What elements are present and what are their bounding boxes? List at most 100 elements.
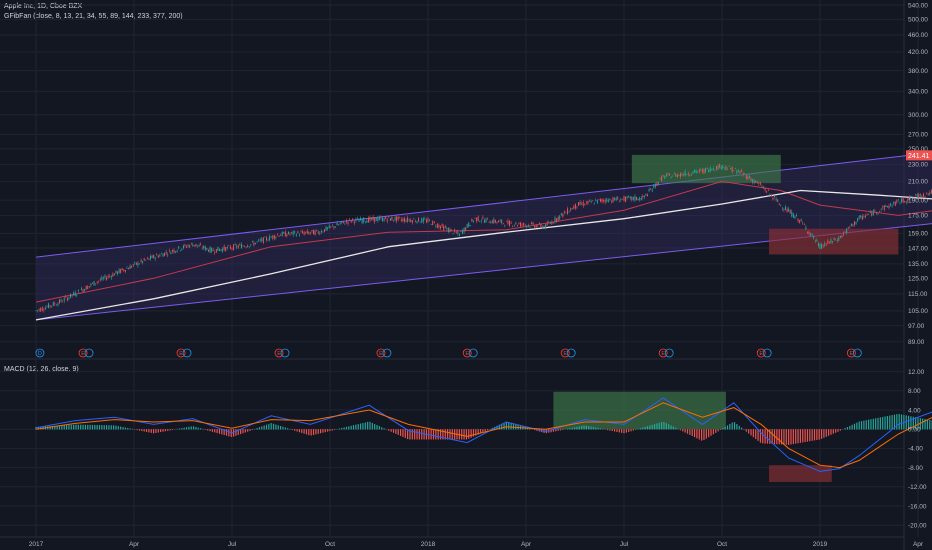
- candle-body: [697, 171, 699, 173]
- candle-body: [239, 244, 241, 245]
- histogram-bar: [87, 424, 89, 430]
- candle-body: [816, 239, 818, 242]
- histogram-bar: [282, 426, 284, 430]
- candle-body: [565, 212, 567, 214]
- candle-body: [706, 168, 708, 169]
- histogram-bar: [571, 427, 573, 430]
- candle-body: [197, 245, 199, 247]
- earnings-event-marker[interactable]: E: [756, 348, 772, 358]
- candle-body: [361, 219, 363, 223]
- candle-body: [778, 203, 780, 205]
- histogram-bar: [131, 428, 134, 430]
- macd-pane[interactable]: [35, 369, 932, 519]
- histogram-bar: [668, 424, 670, 430]
- candle-body: [617, 197, 619, 200]
- histogram-bar: [672, 426, 674, 430]
- histogram-bar: [616, 429, 618, 432]
- candle-body: [110, 275, 112, 278]
- candle-body: [297, 231, 299, 233]
- candle-body: [788, 208, 790, 212]
- candle-body: [543, 226, 545, 228]
- histogram-bar: [451, 429, 453, 440]
- candle-body: [270, 237, 272, 238]
- histogram-bar: [270, 423, 272, 430]
- event-marker-ring: [462, 348, 472, 358]
- candle-body: [719, 164, 721, 168]
- candle-body: [720, 166, 722, 170]
- earnings-event-marker[interactable]: E: [846, 348, 862, 358]
- earnings-event-marker[interactable]: E: [462, 348, 478, 358]
- candle-body: [858, 216, 860, 219]
- candle-body: [662, 175, 664, 177]
- histogram-bar: [635, 429, 637, 430]
- histogram-bar: [566, 428, 569, 430]
- earnings-event-marker[interactable]: E: [78, 348, 94, 358]
- candle-body: [273, 235, 275, 239]
- candle-body: [785, 206, 787, 211]
- candle-body: [515, 222, 517, 225]
- candle-body: [835, 239, 837, 241]
- candle-body: [584, 204, 586, 206]
- candle-body: [651, 189, 653, 192]
- earnings-event-marker[interactable]: E: [376, 348, 392, 358]
- macd-legend[interactable]: MACD (12, 26, close, 9): [4, 366, 79, 373]
- histogram-bar: [910, 416, 912, 430]
- histogram-bar: [35, 426, 37, 430]
- histogram-bar: [312, 429, 315, 435]
- histogram-bar: [235, 429, 237, 436]
- candle-body: [317, 231, 319, 234]
- histogram-bar: [712, 429, 714, 435]
- candle-body: [631, 196, 633, 200]
- event-marker-label: D: [38, 351, 42, 357]
- histogram-bar: [197, 427, 199, 430]
- candle-body: [524, 224, 526, 226]
- candle-body: [324, 229, 326, 232]
- indicator-legend[interactable]: GFibFan (close, 8, 13, 21, 34, 55, 89, 1…: [4, 13, 183, 20]
- candle-body: [386, 219, 388, 222]
- earnings-event-marker[interactable]: E: [274, 348, 290, 358]
- candle-body: [640, 198, 642, 201]
- candle-body: [626, 196, 628, 198]
- candle-body: [761, 186, 763, 188]
- earnings-event-marker[interactable]: E: [560, 348, 576, 358]
- candle-body: [636, 196, 638, 200]
- dividend-event-marker[interactable]: D: [35, 348, 45, 358]
- candle-body: [653, 184, 655, 189]
- candle-body: [563, 211, 565, 213]
- histogram-bar: [362, 422, 364, 430]
- candle-body: [349, 218, 351, 220]
- candle-body: [85, 285, 87, 290]
- candle-body: [214, 252, 216, 253]
- histogram-bar: [204, 429, 206, 430]
- candle-body: [255, 242, 257, 245]
- event-marker-ring: [560, 348, 570, 358]
- histogram-bar: [898, 413, 900, 430]
- candle-body: [791, 211, 793, 217]
- candle-body: [781, 208, 783, 210]
- histogram-bar: [211, 429, 213, 432]
- candle-body: [502, 223, 504, 224]
- histogram-bar: [868, 419, 870, 430]
- histogram-bar: [592, 427, 595, 430]
- histogram-bar: [609, 429, 611, 431]
- histogram-bar: [879, 417, 881, 430]
- candle-body: [435, 225, 437, 227]
- candle-body: [868, 213, 870, 215]
- symbol-legend[interactable]: Apple Inc, 1D, Cboe BZX: [4, 3, 83, 10]
- main-pane[interactable]: DEEEEEEEEEEEEEE: [35, 76, 932, 358]
- candle-body: [62, 301, 64, 303]
- earnings-event-marker[interactable]: E: [658, 348, 674, 358]
- candle-body: [43, 309, 45, 311]
- histogram-bar: [447, 429, 449, 440]
- histogram-bar: [872, 418, 874, 430]
- candle-body: [267, 239, 269, 241]
- histogram-bar: [849, 425, 851, 430]
- histogram-bar: [397, 429, 399, 435]
- candle-body: [463, 227, 465, 233]
- candle-body: [405, 220, 407, 222]
- histogram-bar: [127, 427, 129, 430]
- histogram-bar: [350, 425, 352, 430]
- earnings-event-marker[interactable]: E: [176, 348, 192, 358]
- candle-body: [98, 280, 100, 282]
